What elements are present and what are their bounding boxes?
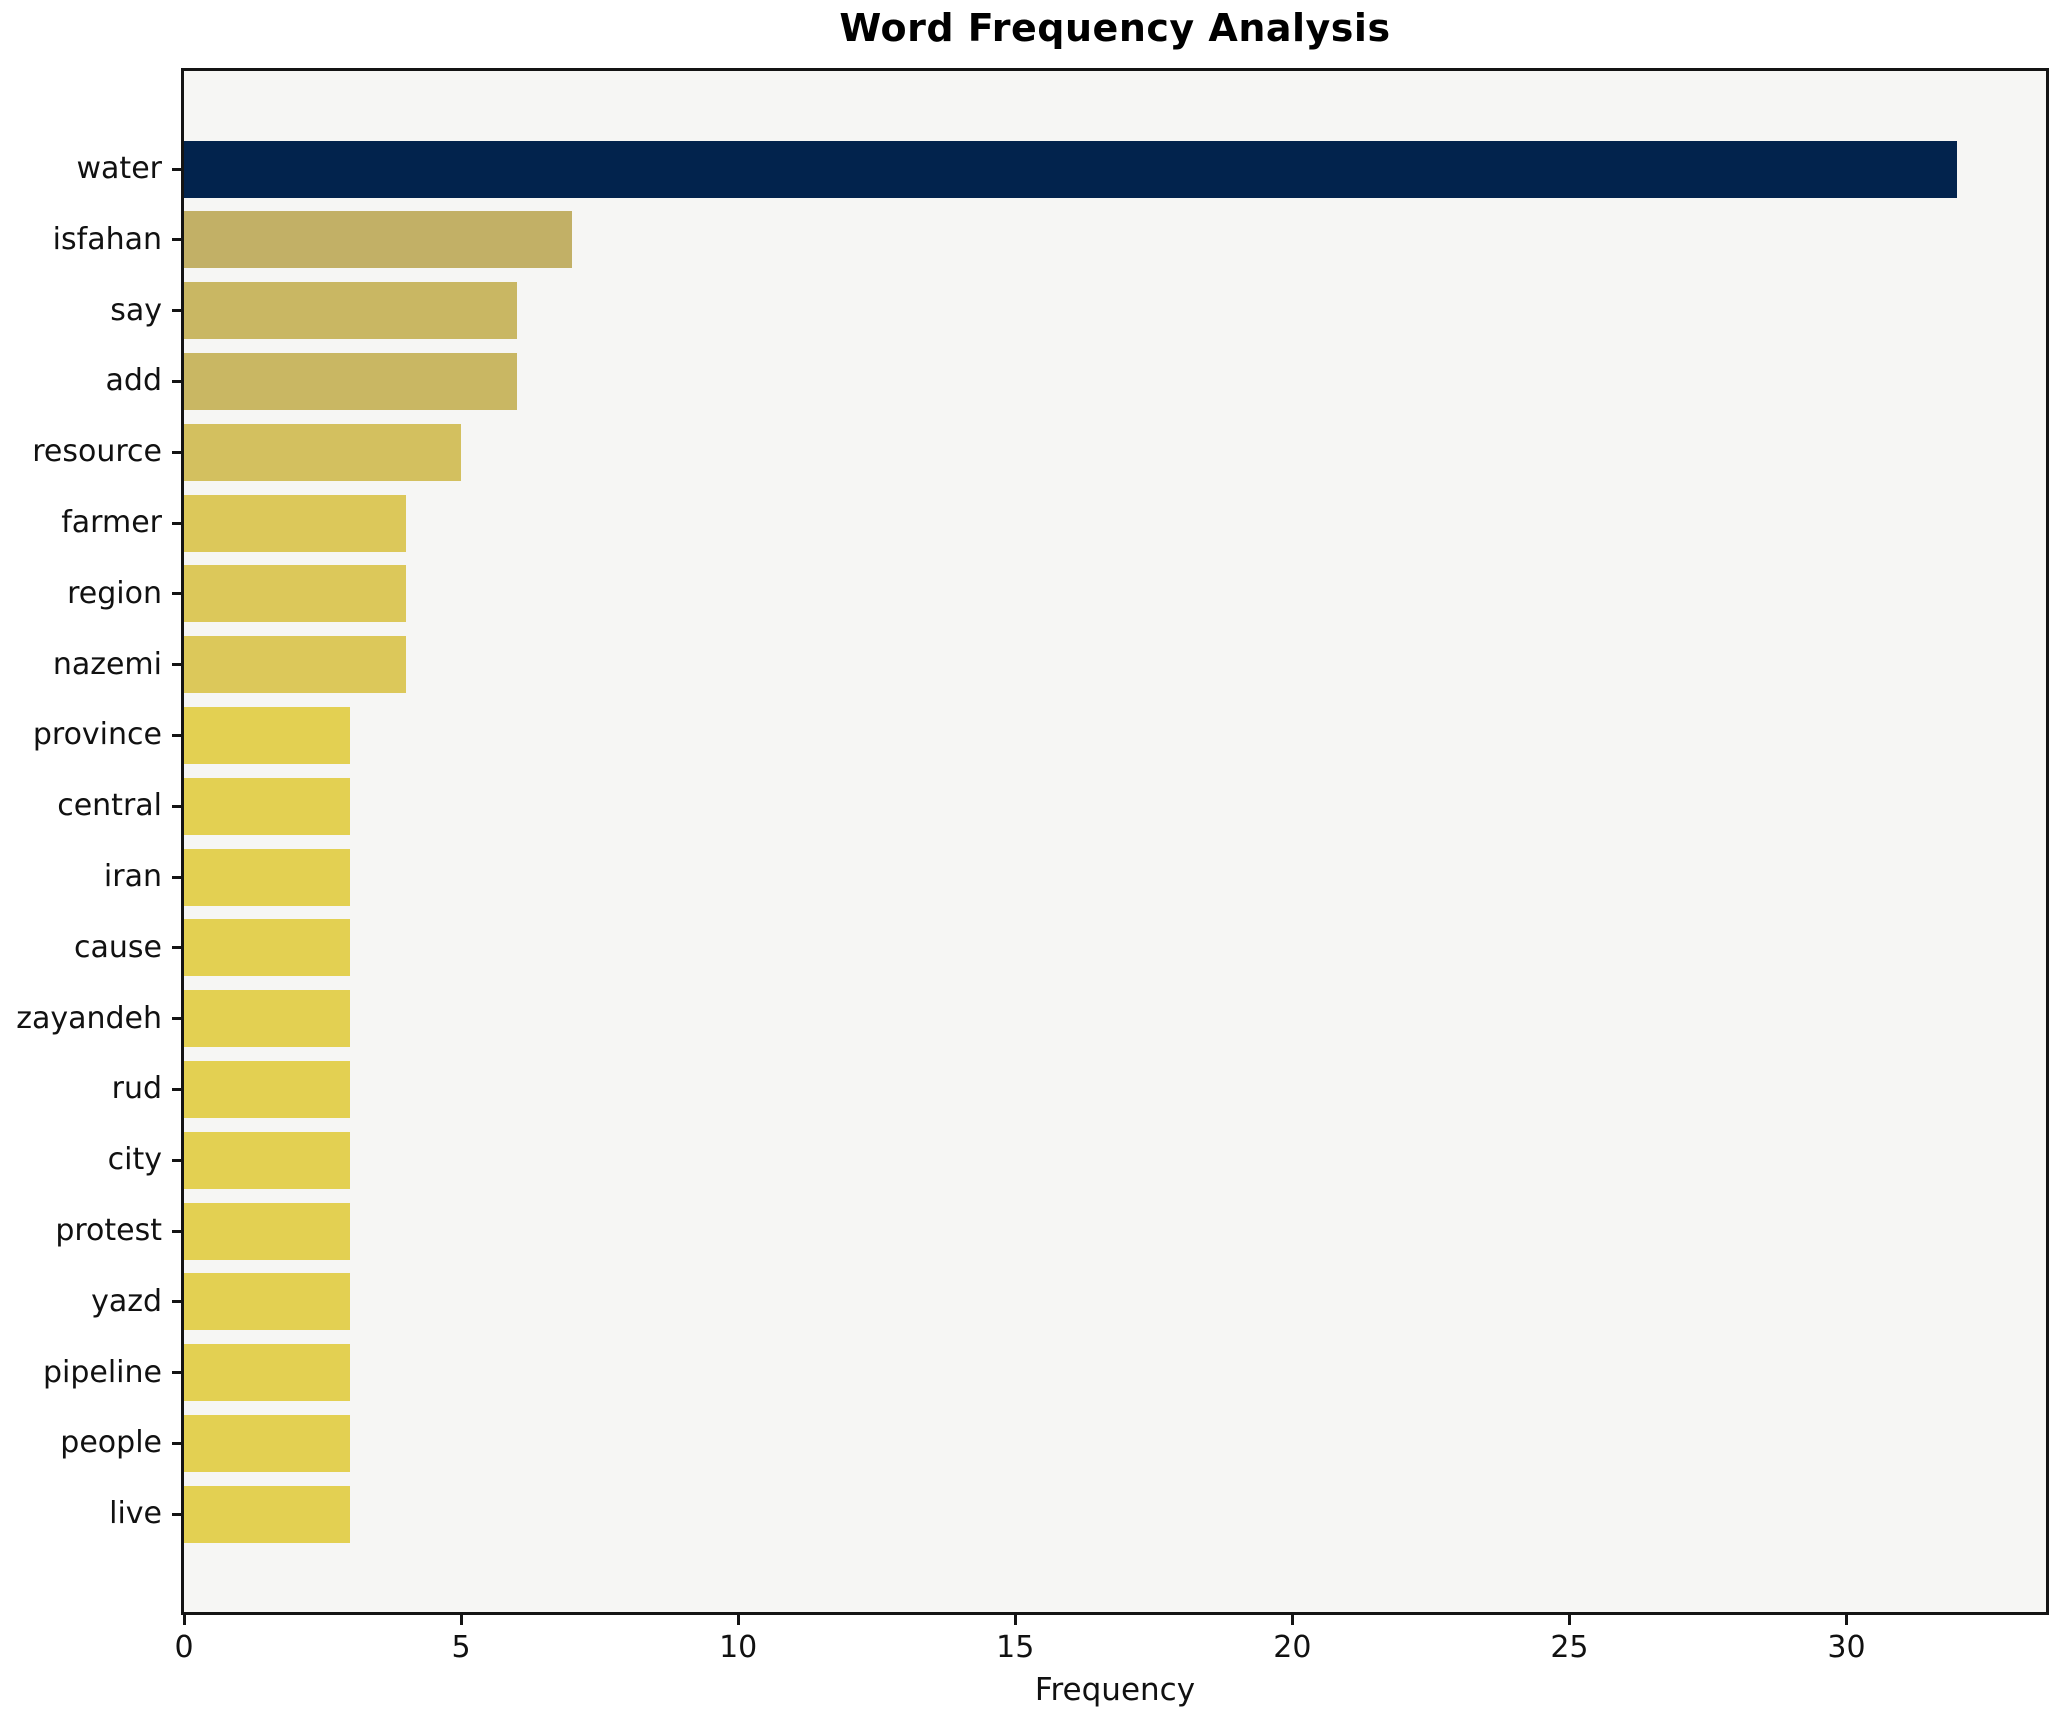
bar-rud xyxy=(184,1060,351,1118)
x-tick-label: 10 xyxy=(719,1630,758,1665)
y-tick-mark xyxy=(172,309,183,313)
y-tick-label: live xyxy=(109,1496,162,1532)
y-tick-mark xyxy=(172,238,183,242)
y-tick-label: zayandeh xyxy=(16,1000,162,1036)
y-tick-mark xyxy=(172,946,183,950)
y-tick-mark xyxy=(172,1229,183,1233)
y-tick-label: people xyxy=(60,1425,162,1461)
bar-resource xyxy=(184,423,462,481)
x-tick-mark xyxy=(182,1612,186,1625)
y-tick-label: region xyxy=(67,575,162,611)
y-tick-mark xyxy=(172,592,183,596)
bar-farmer xyxy=(184,494,406,552)
y-tick-label: add xyxy=(105,363,162,399)
bar-city xyxy=(184,1131,351,1189)
x-tick-label: 20 xyxy=(1273,1630,1312,1665)
y-tick-label: nazemi xyxy=(52,646,162,682)
bar-cause xyxy=(184,919,351,977)
y-tick-mark xyxy=(172,379,183,383)
x-tick-label: 25 xyxy=(1550,1630,1589,1665)
y-tick-label: pipeline xyxy=(42,1354,162,1390)
y-tick-mark xyxy=(172,167,183,171)
bar-protest xyxy=(184,1202,351,1260)
y-tick-mark xyxy=(172,733,183,737)
x-tick-label: 30 xyxy=(1827,1630,1866,1665)
y-tick-label: province xyxy=(32,717,162,753)
x-tick-mark xyxy=(1567,1612,1571,1625)
x-tick-label: 15 xyxy=(996,1630,1035,1665)
y-tick-label: iran xyxy=(103,859,162,894)
y-tick-label: central xyxy=(57,788,162,824)
bar-people xyxy=(184,1414,351,1472)
y-tick-label: protest xyxy=(55,1213,162,1248)
bar-province xyxy=(184,706,351,764)
y-tick-label: water xyxy=(76,151,162,186)
bar-live xyxy=(184,1485,351,1543)
bar-nazemi xyxy=(184,636,406,694)
x-tick-label: 5 xyxy=(451,1630,471,1665)
y-tick-mark xyxy=(172,1300,183,1304)
y-tick-label: isfahan xyxy=(52,221,162,257)
y-tick-mark xyxy=(172,1371,183,1375)
y-tick-label: cause xyxy=(74,929,162,965)
bar-iran xyxy=(184,848,351,906)
y-tick-label: resource xyxy=(32,434,162,470)
y-tick-label: farmer xyxy=(61,505,162,540)
y-tick-mark xyxy=(172,1017,183,1021)
y-tick-mark xyxy=(172,450,183,454)
x-tick-mark xyxy=(1013,1612,1017,1625)
bar-yazd xyxy=(184,1273,351,1331)
x-axis-title: Frequency xyxy=(1034,1672,1196,1708)
bar-isfahan xyxy=(184,211,572,269)
bar-water xyxy=(184,140,1958,198)
y-tick-mark xyxy=(172,875,183,879)
x-tick-mark xyxy=(1845,1612,1848,1625)
y-tick-label: rud xyxy=(111,1071,162,1107)
y-tick-label: yazd xyxy=(91,1283,162,1319)
y-tick-mark xyxy=(172,1158,183,1162)
bar-zayandeh xyxy=(184,990,351,1048)
y-tick-mark xyxy=(172,1441,183,1445)
bar-say xyxy=(184,282,517,340)
y-tick-label: city xyxy=(107,1142,162,1178)
x-tick-mark xyxy=(459,1612,463,1625)
y-tick-mark xyxy=(172,663,183,667)
chart-title: Word Frequency Analysis xyxy=(839,6,1391,50)
x-tick-label: 0 xyxy=(174,1630,194,1665)
bar-central xyxy=(184,777,351,835)
y-tick-mark xyxy=(172,521,183,525)
x-tick-mark xyxy=(736,1612,740,1625)
y-tick-label: say xyxy=(110,292,162,328)
plot-area xyxy=(181,68,2049,1615)
bar-pipeline xyxy=(184,1344,351,1402)
bar-add xyxy=(184,352,517,410)
y-tick-mark xyxy=(172,1087,183,1091)
y-tick-mark xyxy=(172,804,183,808)
bar-region xyxy=(184,565,406,623)
x-tick-mark xyxy=(1290,1612,1294,1625)
y-tick-mark xyxy=(172,1512,183,1516)
